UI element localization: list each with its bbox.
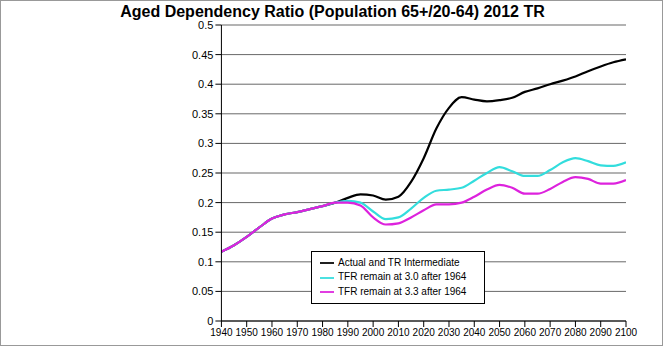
svg-text:1980: 1980 xyxy=(311,327,334,338)
svg-text:2040: 2040 xyxy=(463,327,486,338)
svg-text:2010: 2010 xyxy=(387,327,410,338)
svg-text:0: 0 xyxy=(207,315,213,327)
svg-text:2000: 2000 xyxy=(362,327,385,338)
svg-text:1990: 1990 xyxy=(337,327,360,338)
svg-text:2060: 2060 xyxy=(514,327,537,338)
svg-text:2030: 2030 xyxy=(438,327,461,338)
svg-text:2050: 2050 xyxy=(488,327,511,338)
svg-text:1970: 1970 xyxy=(286,327,309,338)
svg-text:0.15: 0.15 xyxy=(192,226,213,238)
html-text:TFR remain at 3.0 after 1964: TFR remain at 3.0 after 1964 xyxy=(338,271,467,283)
svg-text:0.3: 0.3 xyxy=(198,137,213,149)
svg-text:0.1: 0.1 xyxy=(198,256,213,268)
svg-text:1960: 1960 xyxy=(261,327,284,338)
html-text:Aged Dependency Ratio (Populat: Aged Dependency Ratio (Population 65+/20… xyxy=(120,3,545,20)
html-text:TFR remain at 3.3 after 1964: TFR remain at 3.3 after 1964 xyxy=(338,285,467,297)
svg-text:2020: 2020 xyxy=(413,327,436,338)
svg-text:0.45: 0.45 xyxy=(192,49,213,61)
svg-text:2070: 2070 xyxy=(539,327,562,338)
svg-text:1940: 1940 xyxy=(210,327,233,338)
svg-text:0.5: 0.5 xyxy=(198,19,213,31)
svg-text:0.05: 0.05 xyxy=(192,285,213,297)
html-text:Actual and TR Intermediate: Actual and TR Intermediate xyxy=(338,257,460,268)
svg-text:0.2: 0.2 xyxy=(198,197,213,209)
svg-text:0.4: 0.4 xyxy=(198,78,213,90)
svg-text:2080: 2080 xyxy=(564,327,587,338)
svg-text:1950: 1950 xyxy=(236,327,259,338)
svg-text:0.25: 0.25 xyxy=(192,167,213,179)
svg-text:0.35: 0.35 xyxy=(192,108,213,120)
svg-text:2090: 2090 xyxy=(590,327,613,338)
svg-text:2100: 2100 xyxy=(615,327,638,338)
